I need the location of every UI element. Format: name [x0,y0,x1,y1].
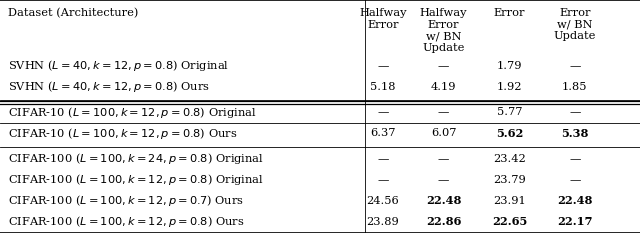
Text: 22.17: 22.17 [557,216,593,227]
Text: SVHN ($L = 40, k = 12, p = 0.8$) Original: SVHN ($L = 40, k = 12, p = 0.8$) Origina… [8,58,229,73]
Text: CIFAR-10 ($L = 100, k = 12, p = 0.8$) Ours: CIFAR-10 ($L = 100, k = 12, p = 0.8$) Ou… [8,126,237,141]
Text: CIFAR-10 ($L = 100, k = 12, p = 0.8$) Original: CIFAR-10 ($L = 100, k = 12, p = 0.8$) Or… [8,105,257,120]
Text: CIFAR-100 ($L = 100, k = 12, p = 0.8$) Ours: CIFAR-100 ($L = 100, k = 12, p = 0.8$) O… [8,214,244,229]
Text: 23.79: 23.79 [493,175,526,185]
Text: Error
w/ BN
Update: Error w/ BN Update [554,8,596,41]
Text: Error: Error [493,8,525,18]
Text: —: — [569,175,580,185]
Text: 6.37: 6.37 [370,128,396,138]
Text: 23.89: 23.89 [366,217,399,227]
Text: 24.56: 24.56 [366,196,399,206]
Text: Halfway
Error
w/ BN
Update: Halfway Error w/ BN Update [420,8,467,53]
Text: —: — [438,61,449,71]
Text: CIFAR-100 ($L = 100, k = 24, p = 0.8$) Original: CIFAR-100 ($L = 100, k = 24, p = 0.8$) O… [8,151,264,166]
Text: —: — [569,107,580,117]
Text: 22.48: 22.48 [426,195,461,206]
Text: 5.77: 5.77 [497,107,522,117]
Text: 22.48: 22.48 [557,195,593,206]
Text: —: — [438,107,449,117]
Text: —: — [377,61,388,71]
Text: CIFAR-100 ($L = 100, k = 12, p = 0.8$) Original: CIFAR-100 ($L = 100, k = 12, p = 0.8$) O… [8,172,264,187]
Text: 1.92: 1.92 [497,82,522,92]
Text: 5.18: 5.18 [370,82,396,92]
Text: 23.42: 23.42 [493,154,526,164]
Text: 5.62: 5.62 [496,128,523,139]
Text: 5.38: 5.38 [561,128,588,139]
Text: 22.86: 22.86 [426,216,461,227]
Text: CIFAR-100 ($L = 100, k = 12, p = 0.7$) Ours: CIFAR-100 ($L = 100, k = 12, p = 0.7$) O… [8,193,244,208]
Text: —: — [569,61,580,71]
Text: Dataset (Architecture): Dataset (Architecture) [8,8,138,18]
Text: 6.07: 6.07 [431,128,456,138]
Text: SVHN ($L = 40, k = 12, p = 0.8$) Ours: SVHN ($L = 40, k = 12, p = 0.8$) Ours [8,79,209,94]
Text: 4.19: 4.19 [431,82,456,92]
Text: 1.85: 1.85 [562,82,588,92]
Text: 22.65: 22.65 [492,216,527,227]
Text: —: — [438,154,449,164]
Text: 1.79: 1.79 [497,61,522,71]
Text: Halfway
Error: Halfway Error [359,8,406,30]
Text: —: — [377,154,388,164]
Text: —: — [377,107,388,117]
Text: 23.91: 23.91 [493,196,526,206]
Text: —: — [438,175,449,185]
Text: —: — [569,154,580,164]
Text: —: — [377,175,388,185]
